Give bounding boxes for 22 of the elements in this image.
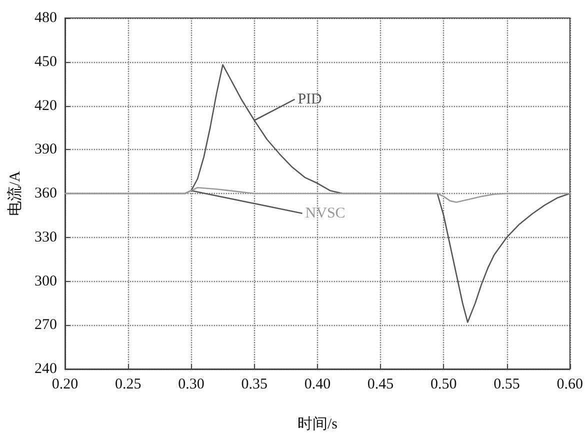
x-tick-label: 0.20 [52, 376, 78, 392]
y-tick-label: 450 [34, 54, 57, 70]
text: PID [298, 91, 322, 108]
x-tick-label: 0.45 [367, 376, 394, 392]
y-tick-label: 360 [34, 186, 57, 202]
y-tick-label: 270 [34, 317, 57, 334]
x-tick-label: 0.60 [556, 376, 583, 392]
x-axis-title: 时间/s [297, 416, 338, 432]
x-tick-label: 0.25 [114, 376, 142, 392]
x-tick-label: 0.40 [304, 376, 331, 392]
x-tick-label: 0.30 [178, 376, 204, 392]
y-tick-label: 300 [34, 273, 57, 290]
x-tick-label: 0.35 [241, 376, 268, 392]
y-tick-label: 330 [34, 229, 57, 246]
y-tick-label: 480 [34, 10, 57, 26]
y-tick-label: 420 [34, 98, 57, 114]
y-axis-title: 电流/A [6, 170, 24, 216]
x-tick-label: 0.55 [494, 376, 520, 392]
series-label: NVSC [305, 205, 346, 222]
y-tick-label: 390 [34, 142, 57, 158]
x-tick-label: 0.50 [430, 376, 457, 392]
y-tick-label: 240 [34, 361, 57, 377]
